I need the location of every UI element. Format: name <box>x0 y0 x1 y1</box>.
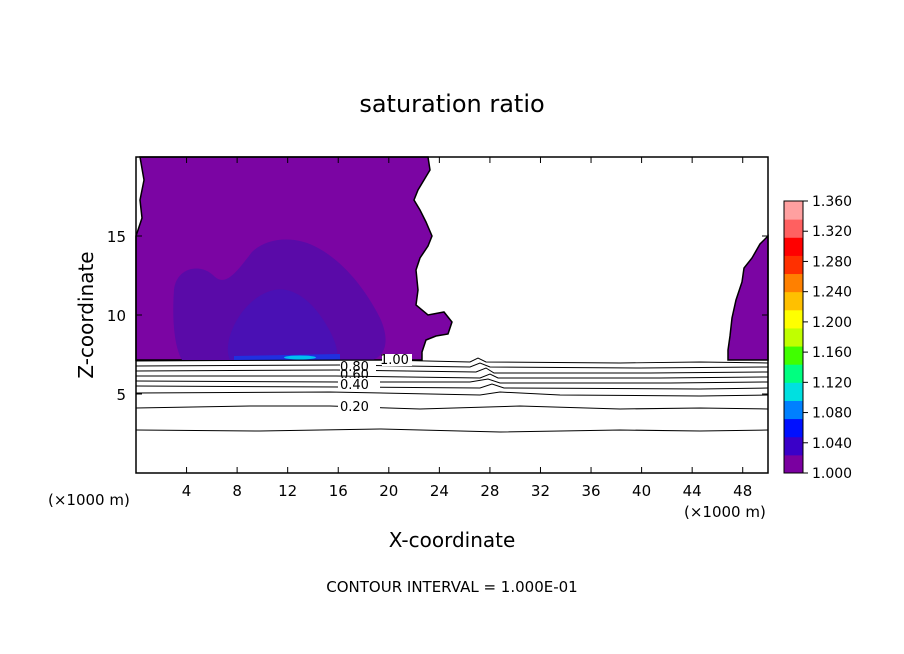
colorbar-tick-label: 1.360 <box>812 194 852 210</box>
x-tick-label: 20 <box>379 482 398 500</box>
x-tick-label: 48 <box>733 482 752 500</box>
x-tick-label: 44 <box>683 482 702 500</box>
x-tick-label: 12 <box>278 482 297 500</box>
colorbar-band <box>784 201 803 220</box>
colorbar-band <box>784 346 803 365</box>
contour-interval-note: CONTOUR INTERVAL = 1.000E-01 <box>326 578 577 596</box>
y-tick-label: 10 <box>107 307 126 325</box>
colorbar-bands <box>784 201 803 474</box>
contour-label-1.00: 1.00 <box>380 353 409 368</box>
saturation-patch-core <box>227 289 338 360</box>
colorbar-band <box>784 273 803 293</box>
colorbar-tick-label: 1.240 <box>812 285 852 301</box>
contour-label-0.40: 0.40 <box>340 378 369 393</box>
x-unit-left: (×1000 m) <box>48 491 130 509</box>
x-tick-label: 28 <box>480 482 499 500</box>
y-axis-title: Z-coordinate <box>74 251 98 378</box>
x-unit-right: (×1000 m) <box>684 503 766 521</box>
colorbar: 1.360 1.320 1.280 1.240 1.200 1.160 1.120 1.080… <box>783 194 852 482</box>
colorbar-band <box>784 255 803 275</box>
x-tick-label: 40 <box>632 482 651 500</box>
colorbar-tick-label: 1.320 <box>812 224 852 240</box>
x-tick-label: 32 <box>531 482 550 500</box>
y-axis: 5 10 15 <box>107 228 768 404</box>
colorbar-band <box>784 400 803 420</box>
contour-line-0.70 <box>136 373 769 379</box>
colorbar-tick-label: 1.200 <box>812 315 852 331</box>
colorbar-band <box>784 418 803 438</box>
contour-line-0.80 <box>135 367 769 374</box>
colorbar-frame <box>783 200 804 474</box>
contour-labels: 1.00 0.80 0.60 0.40 0.20 <box>338 353 412 415</box>
x-tick-label: 8 <box>232 482 242 500</box>
plot-area: 1.00 0.80 0.60 0.40 0.20 <box>135 156 769 474</box>
x-tick-label: 36 <box>581 482 600 500</box>
x-tick-label: 4 <box>182 482 192 500</box>
colorbar-band <box>784 454 803 474</box>
x-tick-label: 16 <box>329 482 348 500</box>
x-axis-title: X-coordinate <box>389 528 516 552</box>
colorbar-tick-label: 1.000 <box>812 466 852 482</box>
colorbar-ticks: 1.360 1.320 1.280 1.240 1.200 1.160 1.120 1.080… <box>803 194 852 482</box>
contour-line-0.20 <box>135 428 769 433</box>
contour-line-0.30 <box>135 405 769 410</box>
x-axis: 4 8 12 16 20 24 28 32 36 40 44 48 <box>182 157 752 500</box>
contour-label-0.20: 0.20 <box>340 400 369 415</box>
contour-label-0.80: 0.80 <box>340 360 369 375</box>
colorbar-band <box>784 436 803 456</box>
x-tick-label: 24 <box>430 482 449 500</box>
colorbar-band <box>784 237 803 256</box>
colorbar-band <box>784 291 803 311</box>
colorbar-band <box>784 309 803 329</box>
chart-title: saturation ratio <box>359 90 544 118</box>
contour-line-0.40 <box>135 391 769 397</box>
contour-line-1.00 <box>135 357 769 364</box>
saturation-region-right <box>727 234 769 361</box>
colorbar-tick-label: 1.080 <box>812 406 852 422</box>
colorbar-band <box>784 219 803 238</box>
colorbar-band <box>784 382 803 401</box>
y-tick-label: 5 <box>116 386 126 404</box>
colorbar-band <box>784 327 803 347</box>
colorbar-tick-label: 1.160 <box>812 345 852 361</box>
colorbar-tick-label: 1.120 <box>812 375 852 391</box>
saturation-streak-hot <box>284 355 316 360</box>
colorbar-tick-label: 1.040 <box>812 436 852 452</box>
colorbar-band <box>784 364 803 383</box>
colorbar-tick-label: 1.280 <box>812 254 852 270</box>
y-tick-label: 15 <box>107 228 126 246</box>
